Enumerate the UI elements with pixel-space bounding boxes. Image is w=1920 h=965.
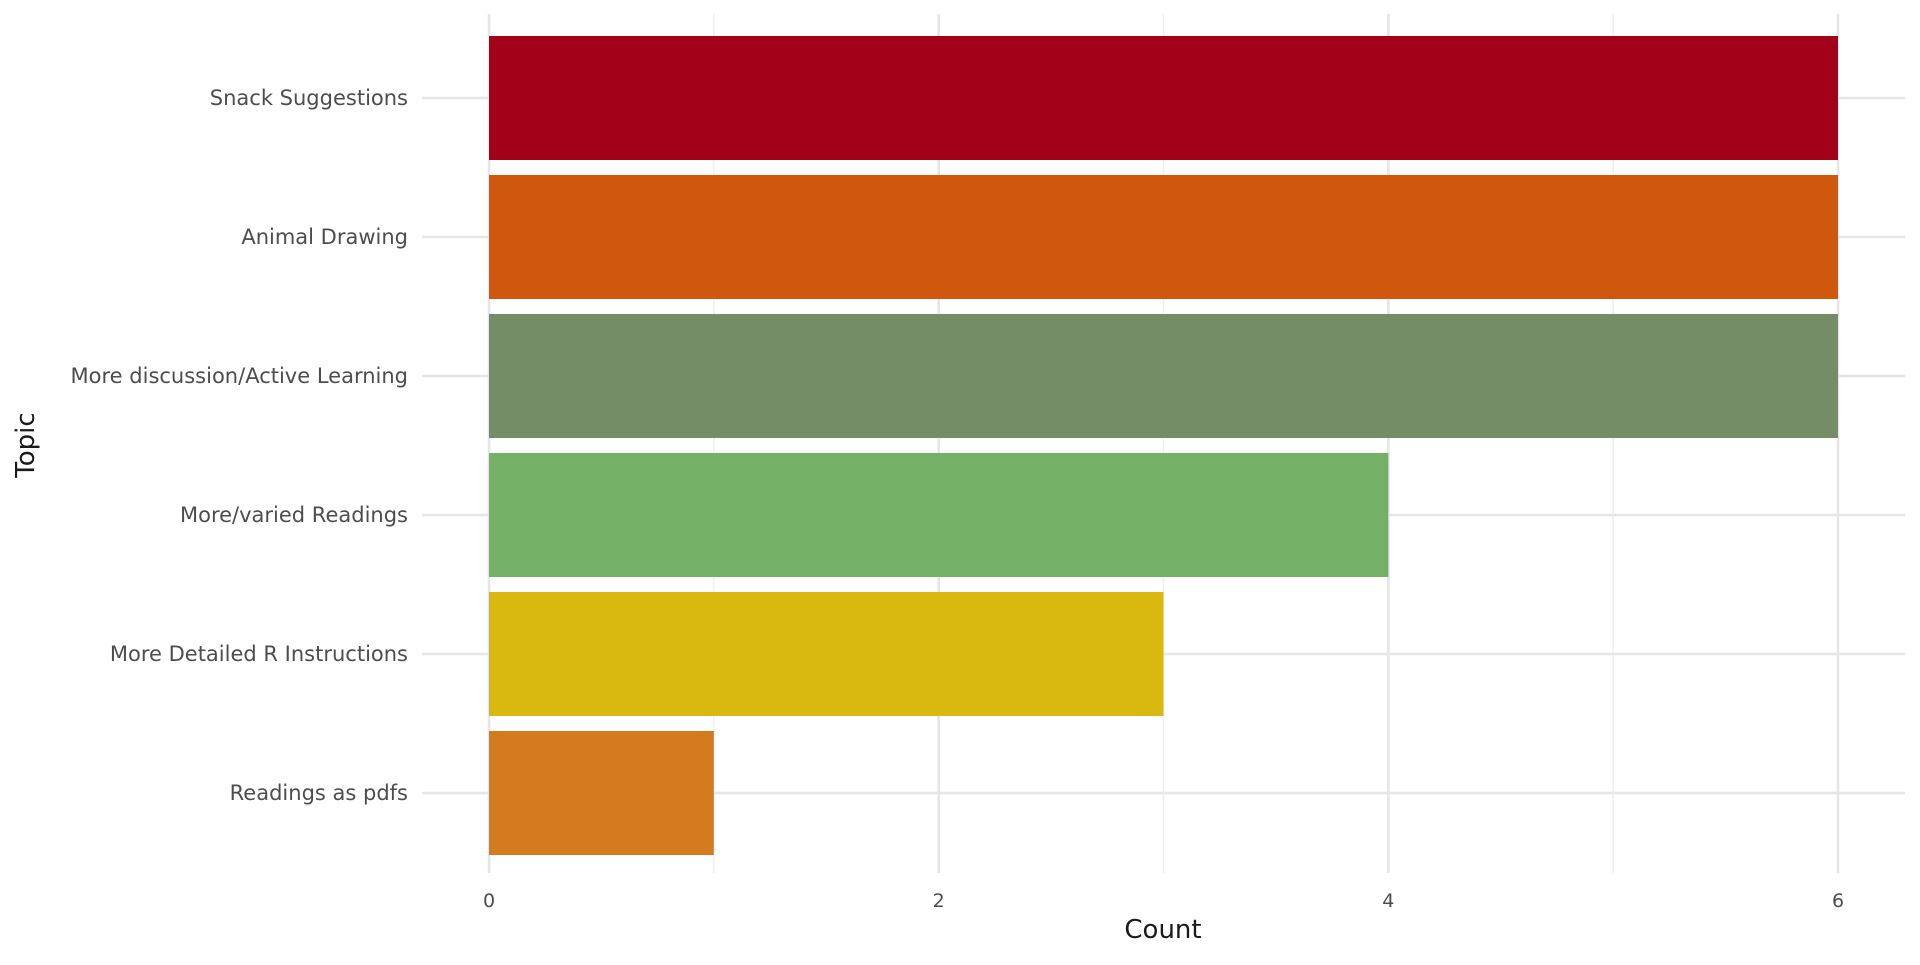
- y-category-label: Readings as pdfs: [230, 781, 408, 805]
- bar: [489, 731, 714, 855]
- x-tick-label: 0: [483, 890, 495, 912]
- y-category-label: More discussion/Active Learning: [71, 364, 408, 388]
- x-axis-title: Count: [1124, 915, 1201, 945]
- label-layer: 0 2 4 6 Snack Suggestions Animal Drawing More …: [71, 86, 1845, 912]
- bar: [489, 453, 1389, 577]
- y-category-label: Animal Drawing: [241, 225, 408, 249]
- bar-layer: [489, 36, 1838, 855]
- bar: [489, 314, 1838, 438]
- x-tick-label: 2: [933, 890, 945, 912]
- bar: [489, 175, 1838, 299]
- y-axis-title: Topic: [11, 412, 41, 478]
- y-category-label: Snack Suggestions: [210, 86, 408, 110]
- x-tick-label: 4: [1382, 890, 1394, 912]
- bar: [489, 592, 1164, 716]
- y-category-label: More/varied Readings: [180, 503, 408, 527]
- bar: [489, 36, 1838, 160]
- y-category-label: More Detailed R Instructions: [110, 642, 408, 666]
- x-tick-label: 6: [1832, 890, 1844, 912]
